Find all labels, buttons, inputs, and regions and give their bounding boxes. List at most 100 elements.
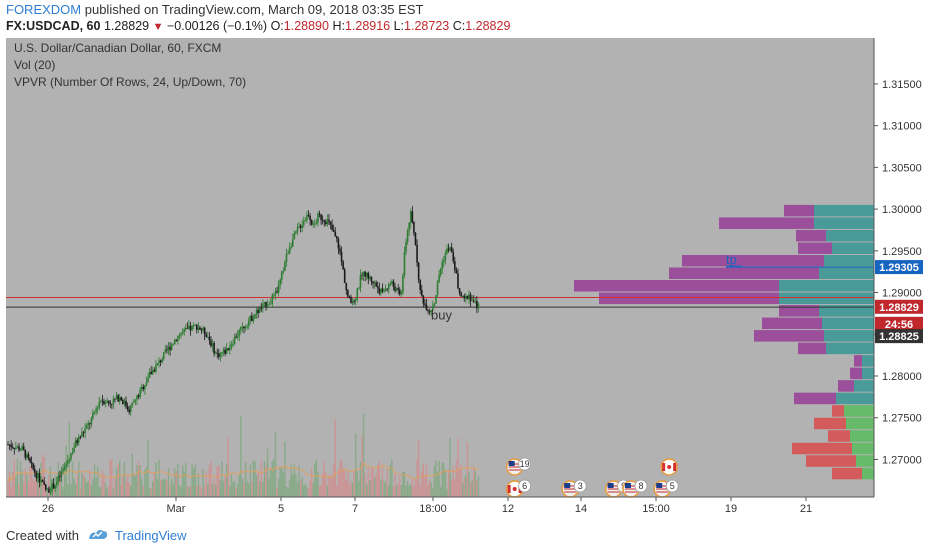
author-link[interactable]: FOREXDOM	[6, 2, 82, 17]
candle-body	[62, 468, 64, 472]
volume-bar	[27, 481, 30, 497]
volume-bar	[465, 474, 467, 497]
flag-canton	[624, 483, 631, 488]
volume-bar	[366, 484, 368, 497]
candle-body	[433, 303, 436, 307]
volume-bar	[178, 484, 181, 497]
volume-bar	[101, 470, 104, 497]
event-marker-us[interactable]: 5	[653, 479, 679, 498]
volume-bar	[367, 467, 369, 497]
volume-bar	[279, 466, 281, 497]
candle-body	[207, 336, 209, 338]
candle-body	[24, 449, 27, 458]
volume-bar	[13, 459, 15, 497]
volume-bar	[328, 474, 330, 497]
volume-bar	[285, 486, 288, 497]
vp-up-bar	[814, 204, 874, 217]
volume-bar	[449, 437, 451, 497]
tradingview-link[interactable]: TradingView	[114, 528, 187, 543]
vp-down-bar	[762, 317, 822, 330]
candle-body	[46, 488, 49, 490]
candle-body	[128, 409, 130, 413]
candle-body	[320, 214, 322, 220]
price-label: 1.28825	[879, 331, 919, 343]
candle-body	[398, 289, 401, 295]
candle-body	[120, 397, 123, 401]
low-value: 1.28723	[404, 19, 450, 33]
vp-down-bar	[854, 355, 862, 367]
candle-body	[395, 288, 398, 291]
candle-body	[236, 335, 239, 338]
volume-bar	[347, 471, 349, 497]
volume-bar	[35, 475, 38, 497]
volume-bar	[137, 461, 140, 497]
volume-bar	[192, 468, 195, 497]
footer: Created with TradingView	[6, 527, 187, 544]
candle-body	[365, 272, 368, 277]
candle-body	[477, 303, 480, 309]
candle-body	[213, 342, 215, 354]
flag-band	[662, 463, 666, 471]
event-marker-ca[interactable]	[660, 458, 678, 476]
candle-body	[153, 370, 156, 372]
vp-down-bar	[779, 305, 819, 317]
candle-body	[232, 343, 234, 345]
volume-bar	[141, 478, 143, 497]
candle-body	[452, 252, 455, 262]
vp-down-bar	[669, 267, 819, 280]
time-axis[interactable]: 26 Mar 5 7 18:00 12 14 15:00 19 21	[6, 496, 874, 515]
x-tick-label: Mar	[167, 503, 186, 515]
event-count-badge	[634, 479, 648, 493]
candle-body	[397, 288, 399, 290]
candle-body	[419, 279, 422, 291]
volume-bar	[249, 464, 251, 497]
volume-bar	[8, 471, 11, 497]
candle-body	[202, 327, 204, 331]
event-markers[interactable]: 1963985	[505, 457, 679, 498]
candle-body	[76, 440, 79, 443]
candle-body	[266, 305, 269, 308]
vp-down-bar	[798, 242, 832, 254]
candle-body	[43, 481, 45, 485]
candle-body	[16, 446, 19, 448]
event-marker-us[interactable]: 19	[505, 457, 532, 476]
volume-bar	[274, 431, 277, 497]
volume-ma	[7, 462, 479, 482]
event-marker-us[interactable]: 8	[622, 479, 648, 498]
high-value: 1.28916	[344, 19, 391, 33]
candle-body	[129, 405, 132, 413]
candle-body	[164, 349, 167, 353]
volume-bar	[389, 464, 392, 497]
volume-bar	[331, 475, 333, 497]
volume-bar	[235, 488, 237, 497]
volume-bar	[469, 482, 472, 497]
volume-bar	[326, 485, 329, 497]
volume-bar	[213, 478, 215, 497]
candle-body	[375, 282, 377, 287]
volume-bar	[323, 461, 325, 497]
volume-bar	[191, 463, 193, 497]
volume-bar	[96, 466, 99, 497]
candle-body	[454, 261, 456, 271]
volume-bar	[460, 464, 462, 497]
volume-bar	[180, 487, 182, 497]
volume-bar	[106, 488, 108, 497]
volume-bar	[131, 453, 133, 497]
candle-body	[358, 287, 360, 289]
volume-bar	[296, 481, 299, 497]
event-marker-us[interactable]: 3	[561, 479, 587, 498]
vp-up-bar	[846, 417, 874, 430]
candle-body	[48, 488, 50, 493]
volume-bar	[342, 468, 344, 497]
vp-up-bar	[852, 442, 874, 455]
volume-bar	[152, 481, 154, 497]
flag-canton	[508, 461, 515, 466]
candle-body	[90, 418, 93, 425]
volume-bar	[394, 473, 396, 497]
candle-body	[205, 334, 208, 337]
volume-bar	[181, 465, 184, 497]
candle-body	[115, 395, 118, 399]
candle-body	[444, 253, 447, 261]
